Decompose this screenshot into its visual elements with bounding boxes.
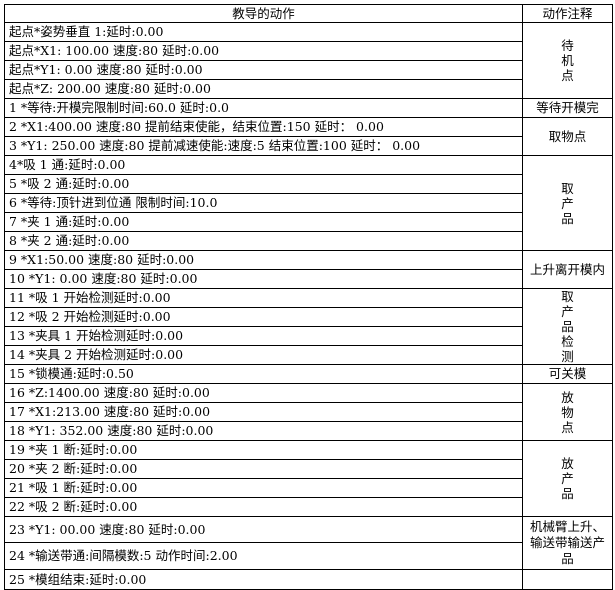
table-row: 14 *夹具 2 开始检测延时:0.00	[4, 345, 613, 365]
table-row: 25 *模组结束:延时:0.00	[4, 569, 613, 590]
table-row: 17 *X1:213.00 速度:80 延时:0.00	[4, 402, 613, 422]
action-cell: 8 *夹 2 通:延时:0.00	[4, 231, 523, 251]
action-cell: 20 *夹 2 断:延时:0.00	[4, 459, 523, 479]
note-text: 可关模	[548, 366, 587, 381]
table-row: 11 *吸 1 开始检测延时:0.00 取产品检测	[4, 288, 613, 365]
header-note: 动作注释	[522, 4, 613, 23]
action-cell: 11 *吸 1 开始检测延时:0.00	[4, 288, 523, 308]
note-text: 待机点	[561, 38, 574, 83]
action-cell: 1 *等待:开模完限制时间:60.0 延时:0.0	[4, 98, 523, 118]
note-cell: 上升离开模内	[522, 250, 613, 289]
note-text: 取产品检测	[561, 289, 574, 364]
action-cell: 24 *输送带通:间隔模数:5 动作时间:2.00	[4, 542, 523, 570]
table-row: 22 *吸 2 断:延时:0.00	[4, 497, 613, 517]
action-cell: 7 *夹 1 通:延时:0.00	[4, 212, 523, 232]
action-cell: 起点*姿势垂直 1:延时:0.00	[4, 22, 523, 42]
note-text: 取物点	[548, 128, 587, 144]
table-row: 10 *Y1: 0.00 速度:80 延时:0.00	[4, 269, 613, 289]
table-row: 9 *X1:50.00 速度:80 延时:0.00 上升离开模内	[4, 250, 613, 289]
table-row: 5 *吸 2 通:延时:0.00	[4, 174, 613, 194]
action-cell: 21 *吸 1 断:延时:0.00	[4, 478, 523, 498]
table-row: 20 *夹 2 断:延时:0.00	[4, 459, 613, 479]
table-row: 23 *Y1: 00.00 速度:80 延时:0.00 机械臂上升、输送带输送产品	[4, 516, 613, 570]
note-text: 等待开模完	[536, 100, 599, 115]
action-cell: 2 *X1:400.00 速度:80 提前结束使能，结束位置:150 延时： 0…	[4, 117, 523, 137]
note-cell: 取物点	[522, 117, 613, 156]
table-row: 起点*Y1: 0.00 速度:80 延时:0.00	[4, 60, 613, 80]
action-cell: 4*吸 1 通:延时:0.00	[4, 155, 523, 175]
action-cell: 22 *吸 2 断:延时:0.00	[4, 497, 523, 517]
note-cell: 取产品检测	[522, 288, 613, 365]
action-cell: 13 *夹具 1 开始检测延时:0.00	[4, 326, 523, 346]
action-cell: 起点*X1: 100.00 速度:80 延时:0.00	[4, 41, 523, 61]
header-action: 教导的动作	[4, 4, 523, 23]
action-cell: 5 *吸 2 通:延时:0.00	[4, 174, 523, 194]
note-cell: 待机点	[522, 22, 613, 99]
note-text: 取产品	[561, 180, 574, 226]
table-header-row: 教导的动作 动作注释	[4, 4, 613, 23]
table-row: 21 *吸 1 断:延时:0.00	[4, 478, 613, 498]
table-row: 18 *Y1: 352.00 速度:80 延时:0.00	[4, 421, 613, 441]
table-row: 24 *输送带通:间隔模数:5 动作时间:2.00	[4, 542, 613, 570]
action-cell: 18 *Y1: 352.00 速度:80 延时:0.00	[4, 421, 523, 441]
table-row: 4*吸 1 通:延时:0.00 取产品	[4, 155, 613, 251]
table-row: 起点*X1: 100.00 速度:80 延时:0.00	[4, 41, 613, 61]
table-row: 12 *吸 2 开始检测延时:0.00	[4, 307, 613, 327]
note-cell: 机械臂上升、输送带输送产品	[522, 516, 613, 570]
action-cell: 10 *Y1: 0.00 速度:80 延时:0.00	[4, 269, 523, 289]
table-row: 7 *夹 1 通:延时:0.00	[4, 212, 613, 232]
action-cell: 9 *X1:50.00 速度:80 延时:0.00	[4, 250, 523, 270]
table-row: 16 *Z:1400.00 速度:80 延时:0.00 放物点	[4, 383, 613, 441]
note-text: 放产品	[561, 456, 574, 501]
note-cell: 取产品	[522, 155, 613, 251]
note-cell	[522, 569, 613, 590]
action-cell: 15 *锁模通:延时:0.50	[4, 364, 523, 384]
action-cell: 3 *Y1: 250.00 速度:80 提前减速使能:速度:5 结束位置:100…	[4, 136, 523, 156]
table-row: 8 *夹 2 通:延时:0.00	[4, 231, 613, 251]
action-cell: 25 *模组结束:延时:0.00	[4, 569, 523, 590]
table-row: 6 *等待:顶针进到位通 限制时间:10.0	[4, 193, 613, 213]
note-cell: 等待开模完	[522, 98, 613, 118]
table-row: 起点*姿势垂直 1:延时:0.00 待机点	[4, 22, 613, 99]
action-cell: 起点*Y1: 0.00 速度:80 延时:0.00	[4, 60, 523, 80]
table-row: 3 *Y1: 250.00 速度:80 提前减速使能:速度:5 结束位置:100…	[4, 136, 613, 156]
action-cell: 起点*Z: 200.00 速度:80 延时:0.00	[4, 79, 523, 99]
table-row: 1 *等待:开模完限制时间:60.0 延时:0.0 等待开模完	[4, 98, 613, 118]
table-row: 起点*Z: 200.00 速度:80 延时:0.00	[4, 79, 613, 99]
teach-actions-table: 教导的动作 动作注释 起点*姿势垂直 1:延时:0.00 待机点 起点*X1: 10…	[4, 4, 613, 590]
action-cell: 6 *等待:顶针进到位通 限制时间:10.0	[4, 193, 523, 213]
note-cell: 放物点	[522, 383, 613, 441]
note-cell: 放产品	[522, 440, 613, 517]
action-cell: 14 *夹具 2 开始检测延时:0.00	[4, 345, 523, 365]
note-text: 放物点	[561, 389, 574, 435]
action-cell: 19 *夹 1 断:延时:0.00	[4, 440, 523, 460]
note-text: 上升离开模内	[530, 261, 606, 277]
action-cell: 23 *Y1: 00.00 速度:80 延时:0.00	[4, 516, 523, 543]
table-row: 15 *锁模通:延时:0.50 可关模	[4, 364, 613, 384]
table-row: 2 *X1:400.00 速度:80 提前结束使能，结束位置:150 延时： 0…	[4, 117, 613, 156]
action-cell: 16 *Z:1400.00 速度:80 延时:0.00	[4, 383, 523, 403]
note-text: 机械臂上升、输送带输送产品	[530, 519, 606, 566]
action-cell: 12 *吸 2 开始检测延时:0.00	[4, 307, 523, 327]
table-row: 19 *夹 1 断:延时:0.00 放产品	[4, 440, 613, 517]
note-cell: 可关模	[522, 364, 613, 384]
action-cell: 17 *X1:213.00 速度:80 延时:0.00	[4, 402, 523, 422]
table-row: 13 *夹具 1 开始检测延时:0.00	[4, 326, 613, 346]
